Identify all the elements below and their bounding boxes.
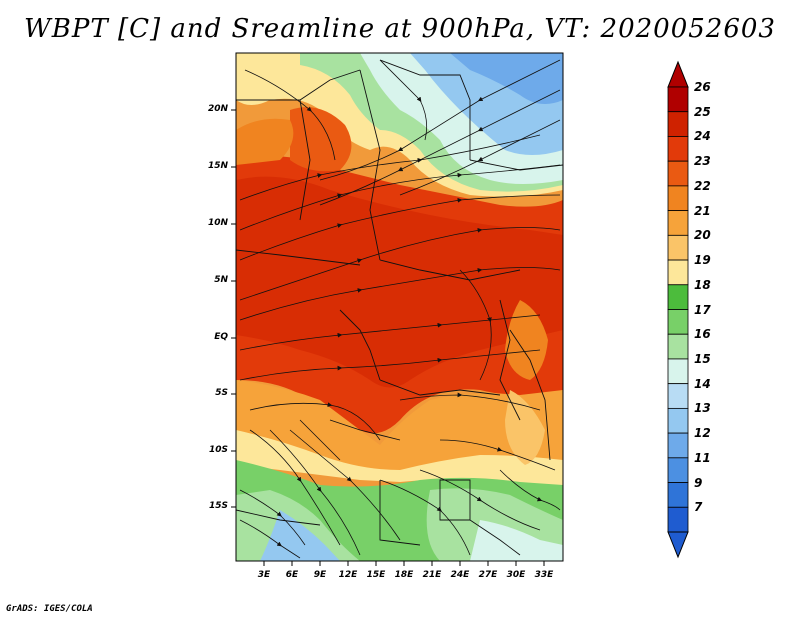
colorbar-top-arrow — [667, 60, 689, 88]
colorbar-swatch — [667, 136, 689, 162]
lon-label-3e: 3E — [257, 570, 271, 580]
colorbar-label: 19 — [694, 253, 711, 268]
lon-label-21e: 21E — [422, 570, 442, 580]
lon-ticks — [263, 561, 545, 566]
map-frame — [235, 52, 564, 562]
grads-credit: GrADS: IGES/COLA — [6, 604, 93, 614]
colorbar-label: 16 — [694, 327, 711, 342]
lon-label-18e: 18E — [394, 570, 414, 580]
lon-label-12e: 12E — [338, 570, 358, 580]
lon-label-24e: 24E — [450, 570, 470, 580]
lon-label-30e: 30E — [506, 570, 526, 580]
lon-label-9e: 9E — [313, 570, 327, 580]
lat-label-15n: 15N — [207, 161, 228, 171]
colorbar-swatch — [667, 111, 689, 137]
wbpt-field — [236, 53, 563, 561]
lat-label-20n: 20N — [207, 104, 228, 114]
colorbar-label: 17 — [694, 302, 711, 317]
lat-ticks — [231, 109, 236, 508]
colorbar-label: 9 — [694, 475, 703, 490]
colorbar-swatch — [667, 86, 689, 113]
colorbar-swatch — [667, 309, 689, 335]
colorbar-label: 14 — [694, 376, 711, 391]
colorbar-swatch — [667, 407, 689, 434]
colorbar-swatch — [667, 210, 689, 236]
colorbar-swatch — [667, 160, 689, 187]
colorbar-label: 25 — [694, 104, 711, 119]
colorbar-label: 15 — [694, 351, 711, 366]
colorbar-swatch — [667, 185, 689, 212]
colorbar-swatch — [667, 259, 689, 286]
colorbar-label: 20 — [694, 228, 711, 243]
lat-label-15s: 15S — [208, 501, 228, 511]
colorbar-label: 12 — [694, 426, 711, 441]
lat-label-5s: 5S — [215, 388, 228, 398]
colorbar-label: 18 — [694, 277, 711, 292]
colorbar-label: 23 — [694, 154, 711, 169]
colorbar-label: 7 — [694, 500, 703, 515]
colorbar-swatch — [667, 284, 689, 310]
chart-title: WBPT [C] and Sreamline at 900hPa, VT: 20… — [24, 14, 776, 44]
colorbar-bottom-arrow — [667, 531, 689, 559]
lat-label-10s: 10S — [208, 445, 228, 455]
lat-label-eq: EQ — [214, 332, 228, 342]
colorbar-swatch — [667, 358, 689, 385]
colorbar-swatch — [667, 383, 689, 409]
colorbar-label: 26 — [694, 80, 711, 94]
colorbar-swatch — [667, 432, 689, 459]
colorbar-label: 21 — [694, 203, 711, 218]
lon-label-15e: 15E — [366, 570, 386, 580]
colorbar-swatch — [667, 482, 689, 508]
lat-label-5n: 5N — [214, 275, 228, 285]
country-borders — [236, 59, 563, 556]
colorbar — [667, 60, 689, 559]
colorbar-label: 11 — [694, 450, 711, 465]
colorbar-label: 24 — [694, 129, 711, 144]
lon-label-6e: 6E — [285, 570, 299, 580]
colorbar-swatch — [667, 333, 689, 360]
colorbar-swatch — [667, 506, 689, 533]
colorbar-label: 22 — [694, 178, 711, 193]
colorbar-label: 13 — [694, 401, 711, 416]
lon-label-33e: 33E — [534, 570, 554, 580]
lat-label-10n: 10N — [207, 218, 228, 228]
colorbar-swatch — [667, 234, 689, 261]
lon-label-27e: 27E — [478, 570, 498, 580]
colorbar-swatch — [667, 457, 689, 483]
